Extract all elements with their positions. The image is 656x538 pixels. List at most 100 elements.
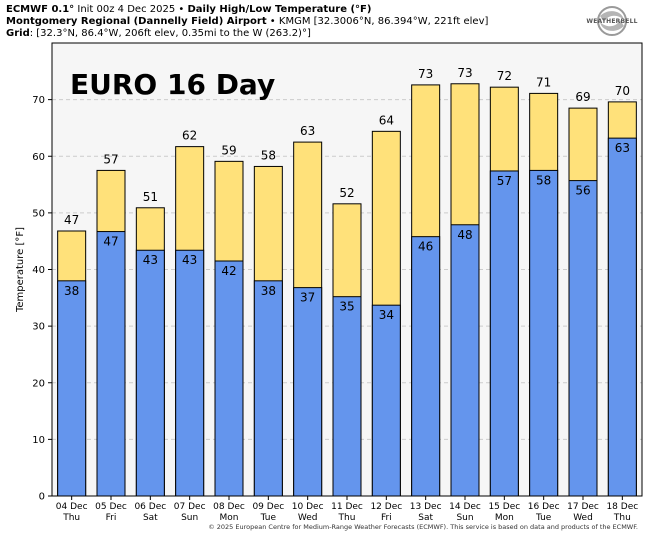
y-tick-label: 10 <box>32 435 45 446</box>
low-bar <box>96 231 126 497</box>
x-tick-label-day: Sat <box>418 513 433 523</box>
chart-title: Daily High/Low Temperature (°F) <box>187 4 372 15</box>
low-label: 38 <box>64 284 79 298</box>
high-label: 52 <box>339 186 354 200</box>
high-label: 51 <box>143 190 158 204</box>
y-axis-label: Temperature [°F] <box>15 227 26 313</box>
x-tick-label-date: 04 Dec <box>56 502 88 512</box>
low-bar <box>253 280 283 497</box>
high-label: 59 <box>221 143 236 157</box>
low-bar <box>568 180 598 497</box>
low-label: 38 <box>261 284 276 298</box>
swirl-logo-icon <box>597 6 627 36</box>
low-bar <box>135 249 165 497</box>
high-label: 71 <box>536 75 551 89</box>
low-bar <box>371 304 401 497</box>
x-tick-label-day: Sat <box>143 513 158 523</box>
low-label: 34 <box>379 308 394 322</box>
low-label: 35 <box>339 300 354 314</box>
low-bar <box>293 287 323 497</box>
low-bar <box>411 236 441 497</box>
low-bar <box>332 296 362 497</box>
x-tick-label-date: 06 Dec <box>134 502 166 512</box>
x-tick-label-date: 09 Dec <box>252 502 284 512</box>
x-tick-label-date: 11 Dec <box>331 502 363 512</box>
low-label: 56 <box>575 184 590 198</box>
y-tick-label: 70 <box>32 95 45 106</box>
y-tick-label: 40 <box>32 265 45 276</box>
low-bar <box>489 170 519 497</box>
low-label: 57 <box>497 174 512 188</box>
high-label: 47 <box>64 213 79 227</box>
x-tick-label-day: Mon <box>220 513 239 523</box>
station-info: • KMGM [32.3006°N, 86.394°W, 221ft elev] <box>266 16 489 27</box>
low-label: 43 <box>143 253 158 267</box>
low-bar <box>607 137 637 497</box>
low-bar <box>57 280 87 497</box>
x-tick-label-date: 13 Dec <box>410 502 442 512</box>
low-bar <box>214 260 244 497</box>
x-tick-label-day: Mon <box>495 513 514 523</box>
high-label: 58 <box>261 148 276 162</box>
y-tick-label: 0 <box>39 492 45 503</box>
high-label: 73 <box>457 66 472 80</box>
logo-text: WEATHERBELL <box>586 18 638 25</box>
x-tick-label-date: 18 Dec <box>606 502 638 512</box>
header-line-grid: Grid: [32.3°N, 86.4°W, 206ft elev, 0.35m… <box>6 27 311 40</box>
x-tick-label-day: Thu <box>62 513 80 523</box>
x-tick-label-day: Wed <box>573 513 593 523</box>
x-tick-label-day: Fri <box>381 513 392 523</box>
x-tick-label-day: Tue <box>535 513 552 523</box>
x-tick-label-day: Fri <box>106 513 117 523</box>
low-label: 37 <box>300 291 315 305</box>
low-label: 43 <box>182 253 197 267</box>
low-label: 46 <box>418 240 433 254</box>
high-label: 70 <box>615 84 630 98</box>
y-tick-label: 20 <box>32 378 45 389</box>
x-tick-label-day: Wed <box>298 513 318 523</box>
y-tick-label: 50 <box>32 208 45 219</box>
x-tick-label-date: 15 Dec <box>488 502 520 512</box>
grid-info: : [32.3°N, 86.4°W, 206ft elev, 0.35mi to… <box>29 28 311 39</box>
grid-label: Grid <box>6 28 30 39</box>
high-label: 63 <box>300 124 315 138</box>
high-label: 62 <box>182 129 197 143</box>
x-tick-label-day: Tue <box>260 513 277 523</box>
x-tick-label-date: 12 Dec <box>370 502 402 512</box>
x-tick-label-day: Thu <box>613 513 631 523</box>
x-tick-label-day: Thu <box>338 513 356 523</box>
init-time: Init 00z 4 Dec 2025 • <box>74 4 188 15</box>
x-tick-label-date: 17 Dec <box>567 502 599 512</box>
header-line-station: Montgomery Regional (Dannelly Field) Air… <box>6 15 488 28</box>
x-tick-label-date: 05 Dec <box>95 502 127 512</box>
low-label: 63 <box>615 141 630 155</box>
weatherbell-logo: WEATHERBELL <box>578 4 646 38</box>
y-tick-label: 60 <box>32 152 45 163</box>
low-bar <box>529 169 559 497</box>
model-name: ECMWF 0.1° <box>6 4 75 15</box>
low-label: 48 <box>457 228 472 242</box>
x-tick-label-date: 10 Dec <box>292 502 324 512</box>
x-tick-label-date: 16 Dec <box>528 502 560 512</box>
y-tick-label: 30 <box>32 322 45 333</box>
high-label: 57 <box>103 152 118 166</box>
low-label: 58 <box>536 173 551 187</box>
high-label: 64 <box>379 113 394 127</box>
high-label: 72 <box>497 69 512 83</box>
copyright-footer: © 2025 European Centre for Medium-Range … <box>208 523 638 531</box>
x-tick-label-day: Sun <box>456 513 473 523</box>
low-bar <box>450 224 480 497</box>
x-tick-label-day: Sun <box>181 513 198 523</box>
x-tick-label-date: 14 Dec <box>449 502 481 512</box>
header-line-model: ECMWF 0.1° Init 00z 4 Dec 2025 • Daily H… <box>6 3 371 16</box>
overlay-title: EURO 16 Day <box>70 68 276 101</box>
station-name: Montgomery Regional (Dannelly Field) Air… <box>6 16 267 27</box>
low-label: 47 <box>103 235 118 249</box>
low-bar <box>175 249 205 497</box>
x-tick-label-date: 07 Dec <box>174 502 206 512</box>
low-label: 42 <box>221 264 236 278</box>
plot-frame <box>51 42 643 497</box>
high-label: 73 <box>418 67 433 81</box>
high-label: 69 <box>575 90 590 104</box>
